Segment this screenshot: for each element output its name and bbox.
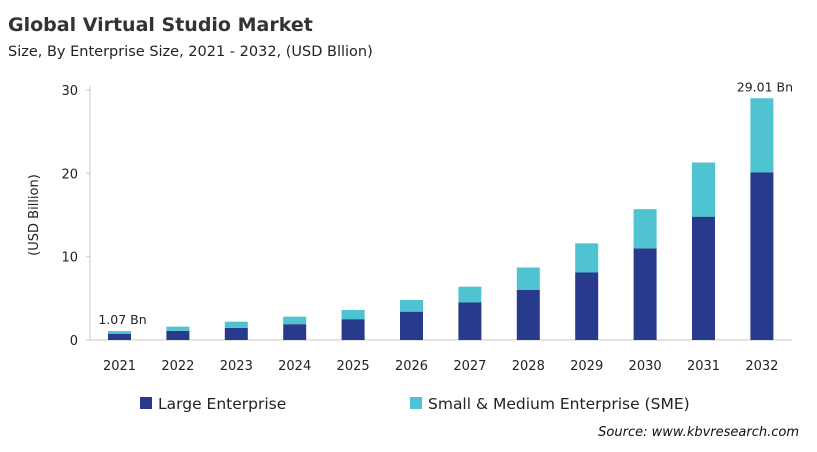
x-tick-label: 2032 [745,359,778,374]
y-axis-label: (USD Billion) [27,174,42,256]
y-tick-label: 0 [70,334,78,349]
bar-sme-2031 [692,162,715,217]
bar-sme-2026 [400,300,423,312]
data-label-2021: 1.07 Bn [98,312,146,327]
x-tick-label: 2031 [687,359,720,374]
bar-large-2030 [633,248,657,340]
data-label-2032: 29.01 Bn [737,79,793,94]
chart-subtitle: Size, By Enterprise Size, 2021 - 2032, (… [8,44,373,60]
x-tick-label: 2024 [278,359,311,374]
x-tick-label: 2022 [161,359,194,374]
bar-large-2024 [283,324,307,340]
bar-sme-2021 [108,331,131,334]
bar-large-2028 [516,290,540,340]
bar-sme-2025 [341,310,365,320]
bar-large-2032 [750,172,774,340]
bar-large-2031 [692,216,715,340]
chart-title: Global Virtual Studio Market [8,14,313,36]
source-note: Source: www.kbvresearch.com [598,425,799,440]
bar-large-2026 [400,311,423,340]
bar-sme-2032 [750,98,774,173]
bar-sme-2027 [458,286,482,303]
bar-large-2023 [224,327,248,340]
bar-large-2022 [166,330,190,340]
bar-sme-2028 [516,267,540,290]
legend-label-sme: Small & Medium Enterprise (SME) [428,395,690,413]
y-tick-label: 20 [61,167,78,182]
legend-swatch-large [140,397,152,409]
bar-large-2025 [341,319,365,340]
bar-sme-2023 [224,321,248,328]
bar-large-2027 [458,302,482,340]
x-tick-label: 2027 [453,359,486,374]
x-tick-label: 2023 [220,359,253,374]
y-tick-label: 30 [61,84,78,99]
bar-sme-2024 [283,316,307,325]
bar-large-2029 [575,272,599,340]
x-tick-label: 2028 [512,359,545,374]
legend-swatch-sme [410,397,422,409]
x-tick-label: 2026 [395,359,428,374]
x-tick-label: 2029 [570,359,603,374]
bar-large-2021 [108,333,131,340]
x-tick-label: 2021 [103,359,136,374]
bar-sme-2030 [633,209,657,249]
x-tick-label: 2030 [629,359,662,374]
bar-sme-2022 [166,326,190,331]
bar-sme-2029 [575,243,599,273]
legend-label-large: Large Enterprise [158,395,286,413]
x-tick-label: 2025 [337,359,370,374]
y-tick-label: 10 [61,251,78,266]
